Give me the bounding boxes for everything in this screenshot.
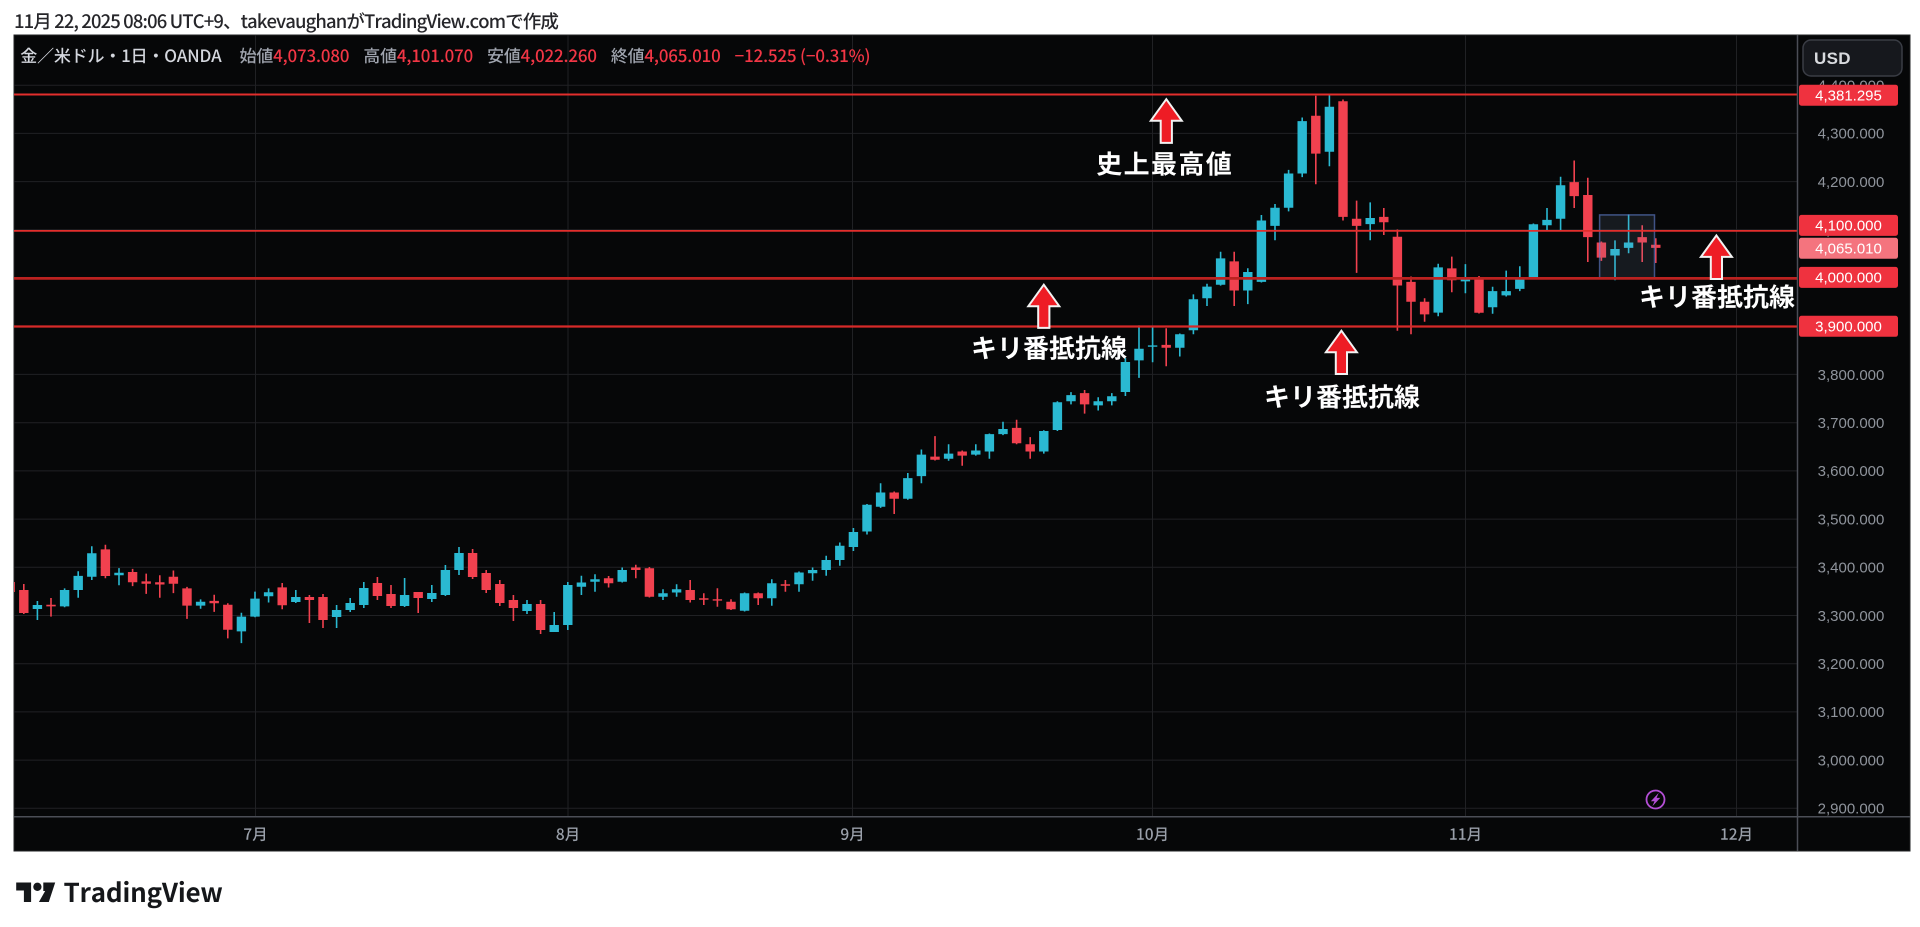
svg-text:3,500.000: 3,500.000 [1818, 511, 1885, 528]
svg-text:3,300.000: 3,300.000 [1818, 608, 1885, 625]
svg-text:3,100.000: 3,100.000 [1818, 704, 1885, 721]
svg-text:2,900.000: 2,900.000 [1818, 801, 1885, 818]
svg-text:4,300.000: 4,300.000 [1818, 126, 1885, 143]
svg-text:3,800.000: 3,800.000 [1818, 367, 1885, 384]
svg-text:3,200.000: 3,200.000 [1818, 656, 1885, 673]
svg-text:4,100.000: 4,100.000 [1815, 218, 1882, 235]
svg-text:3,400.000: 3,400.000 [1818, 560, 1885, 577]
svg-text:4,381.295: 4,381.295 [1815, 88, 1882, 105]
svg-text:4,200.000: 4,200.000 [1818, 174, 1885, 191]
svg-text:3,900.000: 3,900.000 [1815, 319, 1882, 336]
svg-text:3,700.000: 3,700.000 [1818, 415, 1885, 432]
svg-text:USD: USD [1814, 49, 1851, 68]
svg-text:4,065.010: 4,065.010 [1815, 241, 1882, 258]
svg-text:3,600.000: 3,600.000 [1818, 463, 1885, 480]
svg-text:3,000.000: 3,000.000 [1818, 752, 1885, 769]
svg-text:4,000.000: 4,000.000 [1815, 270, 1882, 287]
